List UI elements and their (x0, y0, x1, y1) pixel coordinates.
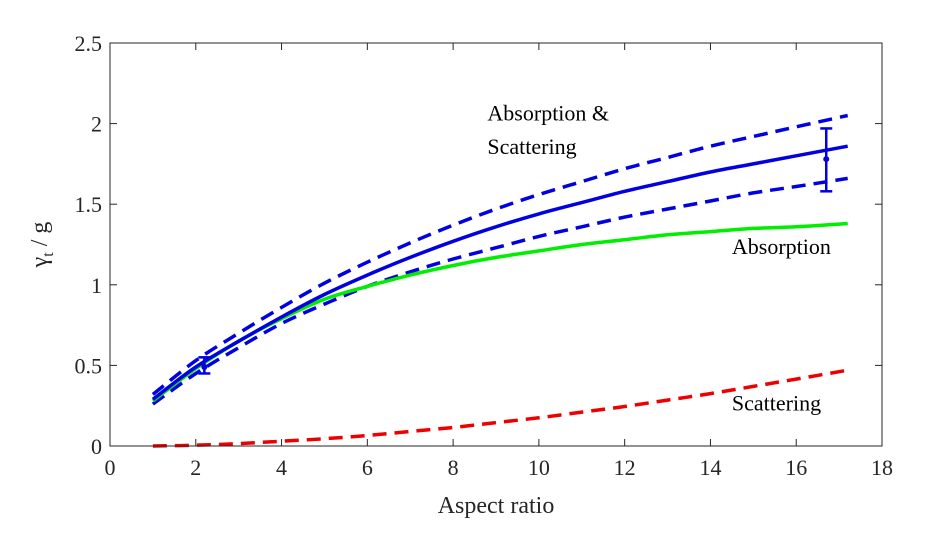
annotation-scattering: Scattering (732, 391, 821, 416)
y-tick-label: 2.5 (75, 31, 103, 56)
series-line-total-upper (151, 113, 849, 396)
x-axis-ticks: 0 2 4 6 8 10 12 14 16 18 (105, 43, 893, 480)
annotation-absorption: Absorption (732, 234, 831, 259)
series-line-total (151, 144, 849, 401)
x-tick-label: 18 (871, 455, 893, 480)
x-tick-label: 8 (448, 455, 459, 480)
x-tick-label: 10 (528, 455, 550, 480)
y-tick-label: 0 (91, 434, 102, 459)
y-axis-label-main: γ (27, 256, 53, 268)
axes-box (109, 42, 883, 447)
error-bar-point (201, 364, 208, 371)
y-axis-ticks: 0 0.5 1 1.5 2 2.5 (75, 31, 882, 459)
x-tick-label: 16 (785, 455, 807, 480)
error-bars (198, 127, 833, 375)
annotation-abs-scat-1: Absorption & (487, 100, 609, 125)
x-tick-label: 6 (362, 455, 373, 480)
y-axis-label: γt / g (27, 222, 57, 269)
x-tick-label: 0 (105, 455, 116, 480)
series-line-total-lower (151, 176, 848, 406)
series-line-scattering (152, 368, 849, 448)
annotation-abs-scat-2: Scattering (487, 134, 576, 159)
y-tick-label: 2 (91, 112, 102, 137)
plot-lines (151, 113, 849, 448)
y-axis-label-rest: / g (27, 222, 53, 253)
y-axis-label-sub: t (40, 252, 57, 257)
x-tick-label: 4 (276, 455, 287, 480)
error-bar-point (823, 156, 830, 163)
x-tick-label: 12 (614, 455, 636, 480)
x-tick-label: 14 (699, 455, 721, 480)
y-tick-label: 1.5 (75, 192, 103, 217)
y-tick-label: 0.5 (75, 353, 103, 378)
x-axis-label: Aspect ratio (438, 493, 555, 519)
y-tick-label: 1 (91, 273, 102, 298)
annotations: Absorption & Scattering Absorption Scatteri… (487, 100, 830, 415)
x-tick-label: 2 (190, 455, 201, 480)
